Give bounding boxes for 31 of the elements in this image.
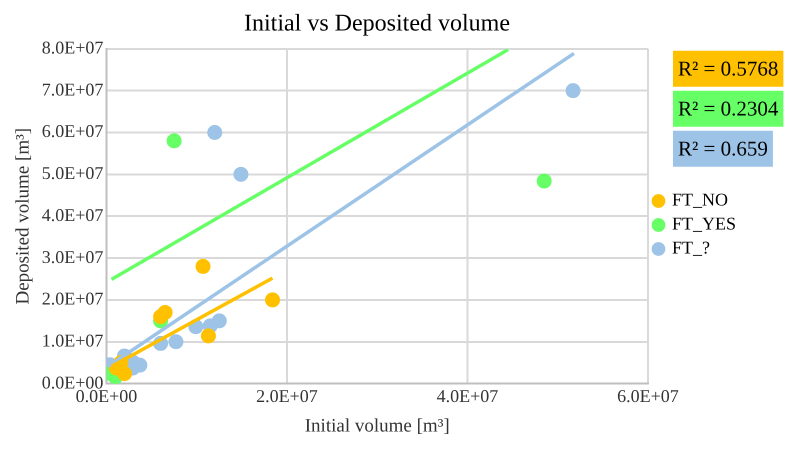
x-axis-title: Initial volume [m³] — [304, 416, 450, 437]
text: R² = 0.5768 — [678, 56, 778, 80]
y-tick-label: 4.0E+07 — [42, 204, 104, 225]
x-tick-label: 2.0E+07 — [256, 386, 318, 406]
y-tick-label: 1.0E+07 — [42, 330, 104, 350]
y-tick-label: 7.0E+07 — [42, 79, 104, 100]
point — [536, 174, 552, 189]
point — [200, 328, 216, 344]
point — [153, 309, 168, 324]
chart-title: Initial vs Deposited volume — [244, 10, 510, 37]
y-tick-label: 3.0E+07 — [42, 246, 104, 267]
legend-label: FT_YES — [672, 214, 736, 234]
point — [196, 258, 211, 274]
point — [166, 133, 182, 148]
y-tick-label: 8.0E+07 — [42, 38, 104, 58]
y-tick-label: 5.0E+07 — [42, 163, 104, 184]
point — [212, 313, 227, 328]
text: R² = 0.2304 — [678, 96, 779, 120]
point — [265, 292, 280, 308]
text: R² = 0.659 — [678, 136, 768, 160]
legend-label: FT_NO — [672, 190, 728, 210]
x-tick-label: 6.0E+07 — [617, 386, 679, 406]
point — [207, 125, 222, 140]
point — [168, 334, 184, 350]
x-tick-label: 4.0E+07 — [436, 386, 498, 406]
legend-label: FT_? — [672, 238, 710, 258]
y-axis-title: Deposited volume [m³] — [12, 128, 34, 305]
point — [566, 83, 581, 98]
y-tick-label: 2.0E+07 — [42, 288, 104, 309]
y-tick-label: 6.0E+07 — [42, 121, 104, 142]
point — [233, 166, 248, 182]
